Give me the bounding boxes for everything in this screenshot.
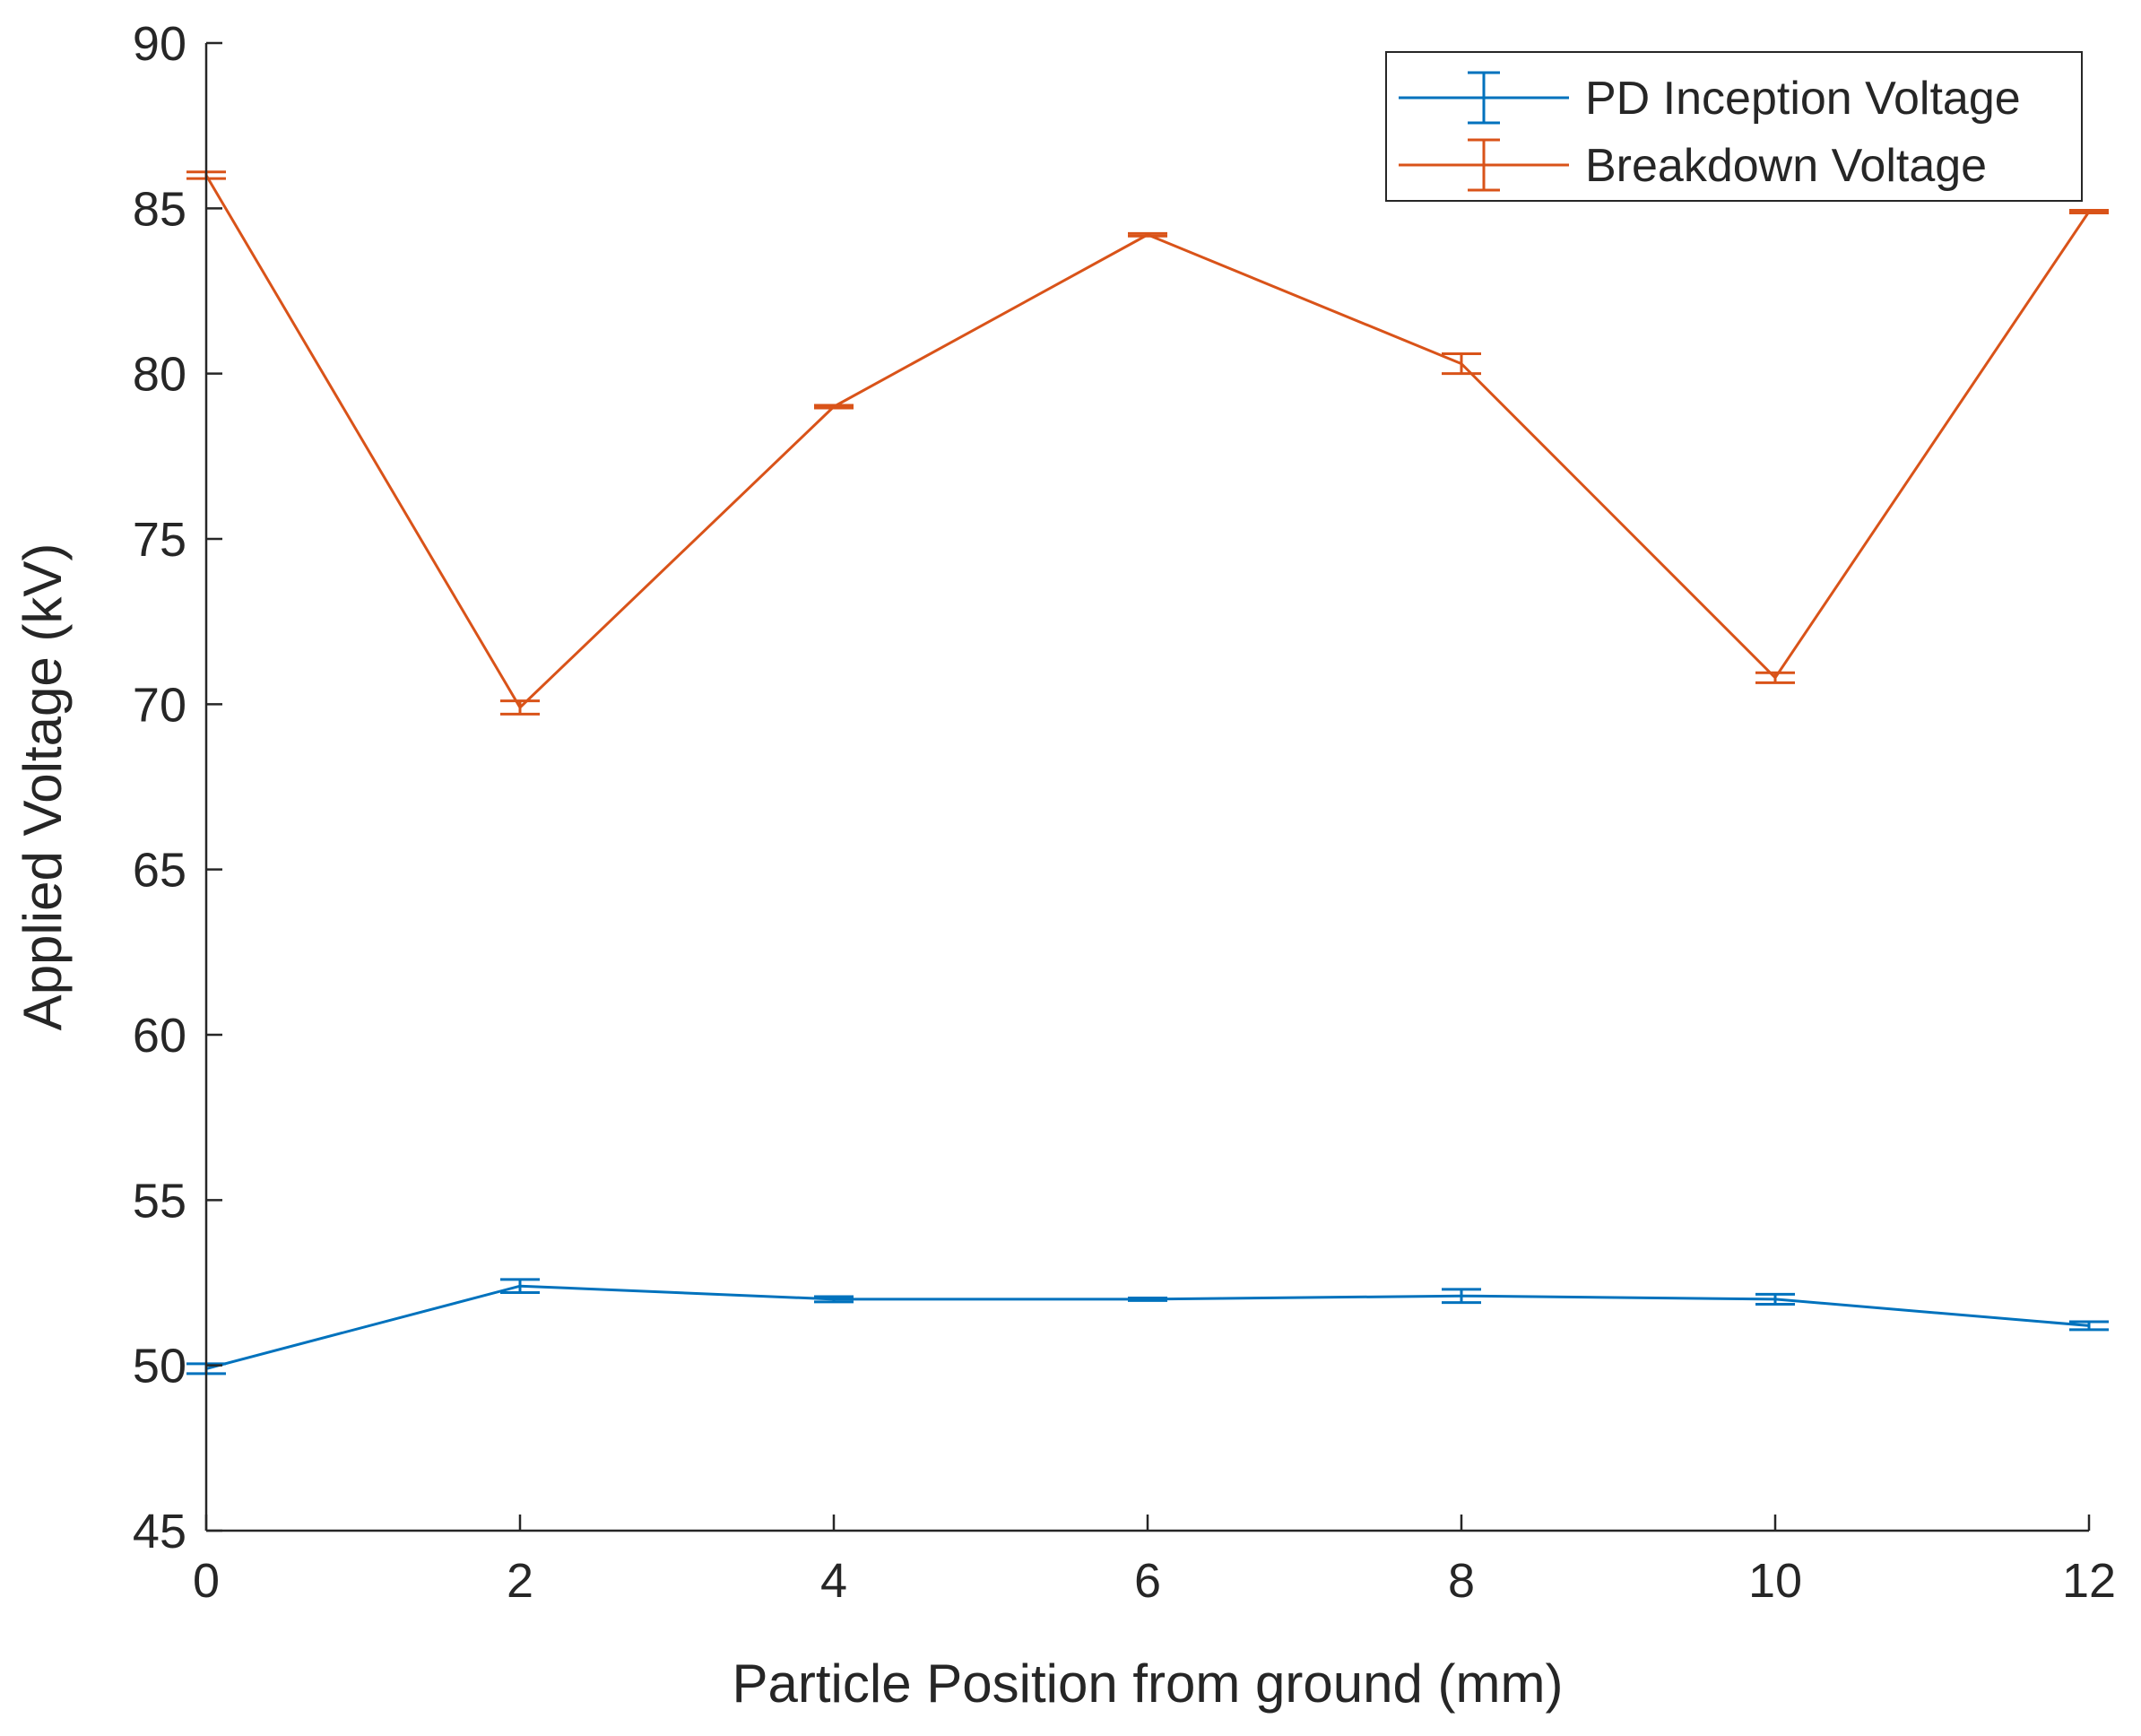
legend: PD Inception Voltage Breakdown Voltage: [1385, 51, 2083, 202]
error-bar: [1442, 352, 1481, 376]
error-bar: [1755, 671, 1795, 684]
y-tick-label: 85: [133, 182, 186, 236]
legend-label-breakdown-voltage: Breakdown Voltage: [1585, 140, 1987, 192]
legend-box: [1385, 51, 2083, 202]
legend-sample-breakdown-voltage: [1399, 138, 1569, 192]
error-bar: [1128, 231, 1167, 238]
legend-entry-pd-inception-voltage: PD Inception Voltage: [1399, 71, 2021, 125]
x-tick-label: 0: [193, 1554, 220, 1608]
x-tick-label: 12: [2062, 1554, 2116, 1608]
y-tick-label: 65: [133, 844, 186, 898]
x-tick-label: 4: [820, 1554, 847, 1608]
legend-sample-pd-inception-voltage: [1399, 71, 1569, 125]
y-tick-label: 75: [133, 513, 186, 567]
y-tick-label: 50: [133, 1340, 186, 1393]
error-bar: [814, 1295, 854, 1304]
error-bar: [814, 404, 854, 410]
x-tick-label: 2: [507, 1554, 533, 1608]
y-axis-label: Applied Voltage (kV): [13, 543, 73, 1031]
legend-entry-breakdown-voltage: Breakdown Voltage: [1399, 138, 1987, 192]
x-tick-label: 6: [1134, 1554, 1161, 1608]
error-bar: [2069, 1320, 2109, 1332]
y-tick-label: 90: [133, 17, 186, 71]
y-tick-label: 55: [133, 1174, 186, 1228]
axes: 0 2 4 6 8 10 12 45 50 55 60 65 70 75 80 85 90: [133, 17, 2116, 1608]
error-bar: [500, 1278, 540, 1295]
y-tick-label: 80: [133, 348, 186, 402]
legend-label-pd-inception-voltage: PD Inception Voltage: [1585, 73, 2021, 125]
x-axis-label: Particle Position from ground (mm): [732, 1654, 1564, 1714]
error-bar: [1128, 1296, 1167, 1302]
series-1: [186, 170, 2109, 716]
error-bar: [2069, 209, 2109, 214]
series-0: [186, 1278, 2109, 1376]
error-bar: [500, 699, 540, 716]
x-tick-label: 10: [1748, 1554, 1802, 1608]
error-bar: [1755, 1292, 1795, 1306]
x-tick-label: 8: [1448, 1554, 1475, 1608]
y-tick-label: 45: [133, 1505, 186, 1558]
series-layer: [186, 170, 2109, 1376]
error-bar: [1442, 1288, 1481, 1305]
y-tick-label: 60: [133, 1009, 186, 1063]
y-tick-label: 70: [133, 678, 186, 732]
series-line: [204, 174, 2091, 710]
